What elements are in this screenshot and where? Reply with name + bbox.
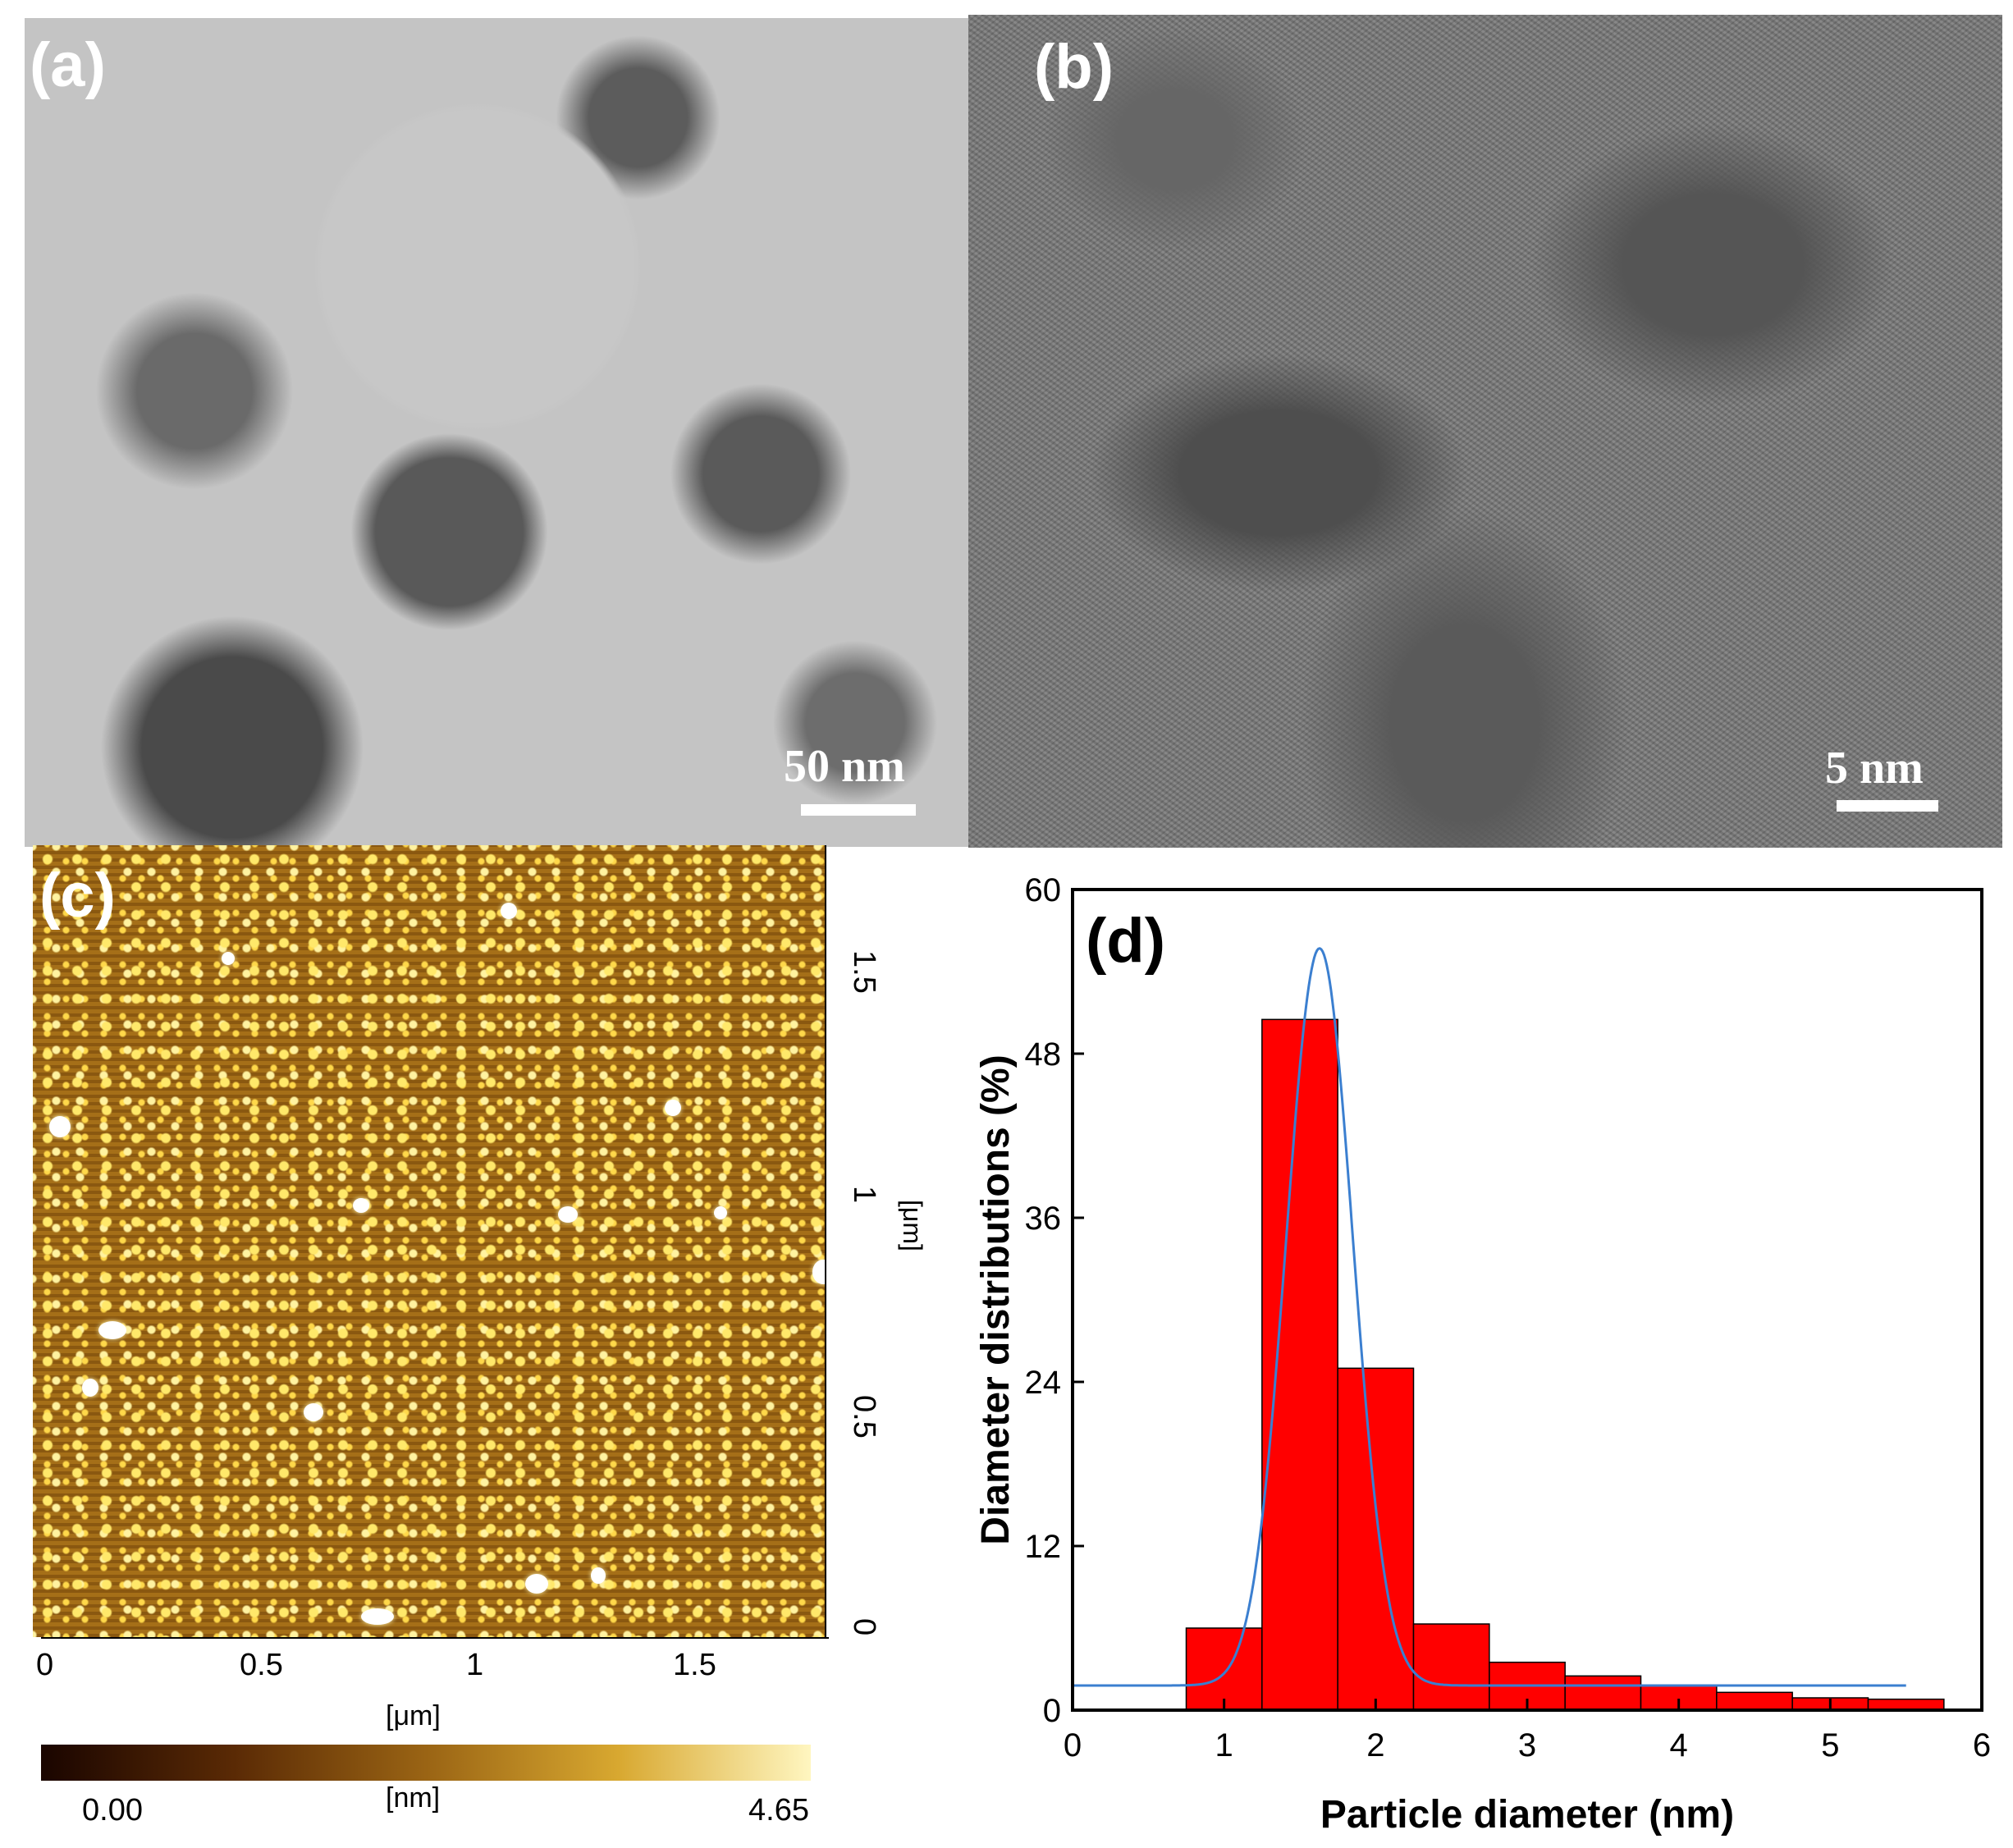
afm-x-tick: 0.5 [240,1648,283,1682]
panel-label-b: (b) [1034,32,1114,102]
afm-particle [812,1260,825,1284]
afm-particle [665,1100,681,1116]
x-tick-label: 0 [1064,1727,1082,1763]
afm-particle [353,1198,369,1213]
afm-y-tick: 0.5 [847,1395,881,1439]
colorbar-max-label: 4.65 [748,1793,809,1827]
hrtem-image-b: (b) 5 nm [968,15,2002,848]
afm-x-tick: 1 [466,1648,484,1682]
afm-y-tick: 1 [847,1186,881,1204]
y-tick-label: 48 [1025,1036,1062,1073]
afm-particle [501,903,517,919]
y-tick-label: 36 [1025,1201,1062,1237]
afm-particle [82,1379,98,1397]
y-axis-label: Diameter distributions (%) [974,1054,1018,1544]
scale-bar-b [1837,800,1938,812]
afm-particle [361,1608,394,1625]
histogram-bar [1337,1367,1415,1711]
y-tick-label: 60 [1025,872,1062,908]
x-tick-label: 4 [1670,1727,1688,1763]
x-tick-label: 5 [1821,1727,1839,1763]
y-tick-label: 12 [1025,1529,1062,1565]
afm-y-axis [825,845,826,1639]
histogram-bar [1261,1018,1338,1711]
afm-particle [222,952,235,965]
x-tick-label: 3 [1518,1727,1536,1763]
afm-x-unit: [μm] [386,1700,441,1731]
afm-y-tick: 0 [847,1618,881,1636]
histogram-bar [1716,1691,1793,1711]
histogram-bar [1564,1675,1642,1711]
afm-x-axis [41,1637,829,1639]
x-tick-label: 2 [1366,1727,1384,1763]
panel-label-c: (c) [39,861,116,931]
scale-label-a: 50 nm [784,741,905,792]
scale-label-b: 5 nm [1825,743,1924,794]
afm-particle [304,1403,323,1421]
afm-y-tick: 1.5 [847,950,881,994]
afm-particle [49,1116,71,1137]
colorbar-unit-label: [nm] [386,1782,441,1814]
histogram-bar [1185,1627,1263,1711]
gaussian-fit-curve [1073,947,1906,1687]
x-tick-label: 1 [1215,1727,1233,1763]
afm-particle [525,1574,548,1594]
afm-x-tick: 0 [36,1648,54,1682]
histogram-bar [1412,1623,1490,1711]
y-tick-label: 24 [1025,1365,1062,1401]
x-tick-label: 6 [1973,1727,1991,1763]
afm-image-c: (c) [33,845,825,1637]
afm-particle [558,1206,578,1223]
plot-frame [1071,888,1983,1712]
x-axis-label: Particle diameter (nm) [1320,1793,1734,1837]
afm-colorbar [41,1745,811,1781]
colorbar-min-label: 0.00 [82,1793,143,1827]
panel-label-d: (d) [1086,906,1165,976]
afm-y-unit: [μm] [898,1200,927,1251]
afm-particle [714,1206,727,1219]
scale-bar-a [801,804,916,816]
tem-image-a: (a) 50 nm [25,18,968,847]
afm-particle [98,1321,126,1339]
panel-label-a: (a) [30,30,106,100]
y-tick-label: 0 [1043,1693,1061,1729]
afm-particle [591,1567,606,1584]
afm-x-tick: 1.5 [673,1648,716,1682]
